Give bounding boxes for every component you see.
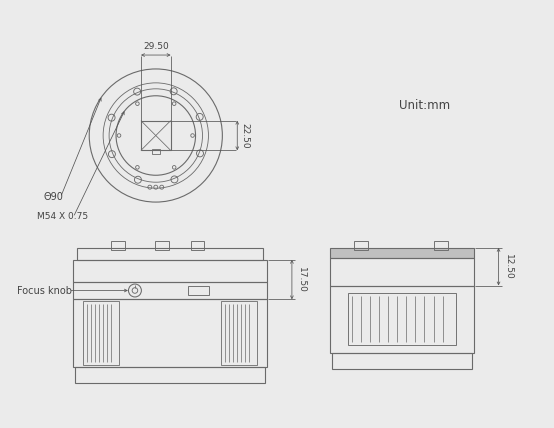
Bar — [73, 260, 267, 282]
Bar — [152, 149, 160, 155]
Bar — [73, 300, 267, 367]
Bar — [434, 241, 448, 250]
Text: Focus knob: Focus knob — [17, 285, 71, 295]
Bar — [347, 294, 456, 345]
Text: 29.50: 29.50 — [143, 42, 168, 51]
Bar — [330, 285, 474, 353]
Bar — [75, 367, 265, 383]
Text: 17.50: 17.50 — [297, 267, 306, 292]
Text: M54 X 0.75: M54 X 0.75 — [37, 212, 88, 221]
Bar — [141, 121, 171, 150]
Bar — [330, 248, 474, 258]
Text: Unit:mm: Unit:mm — [399, 99, 450, 112]
Text: 12.50: 12.50 — [504, 254, 512, 279]
Text: 22.50: 22.50 — [240, 123, 249, 149]
Bar — [73, 282, 267, 300]
Bar — [83, 301, 119, 365]
Bar — [355, 241, 368, 250]
Bar — [191, 241, 204, 250]
Bar — [188, 285, 209, 295]
Bar — [155, 241, 169, 250]
Bar — [330, 258, 474, 285]
Text: Θ90: Θ90 — [44, 192, 63, 202]
Bar — [222, 301, 257, 365]
Bar — [332, 353, 471, 369]
Bar — [111, 241, 125, 250]
Bar — [78, 248, 263, 260]
